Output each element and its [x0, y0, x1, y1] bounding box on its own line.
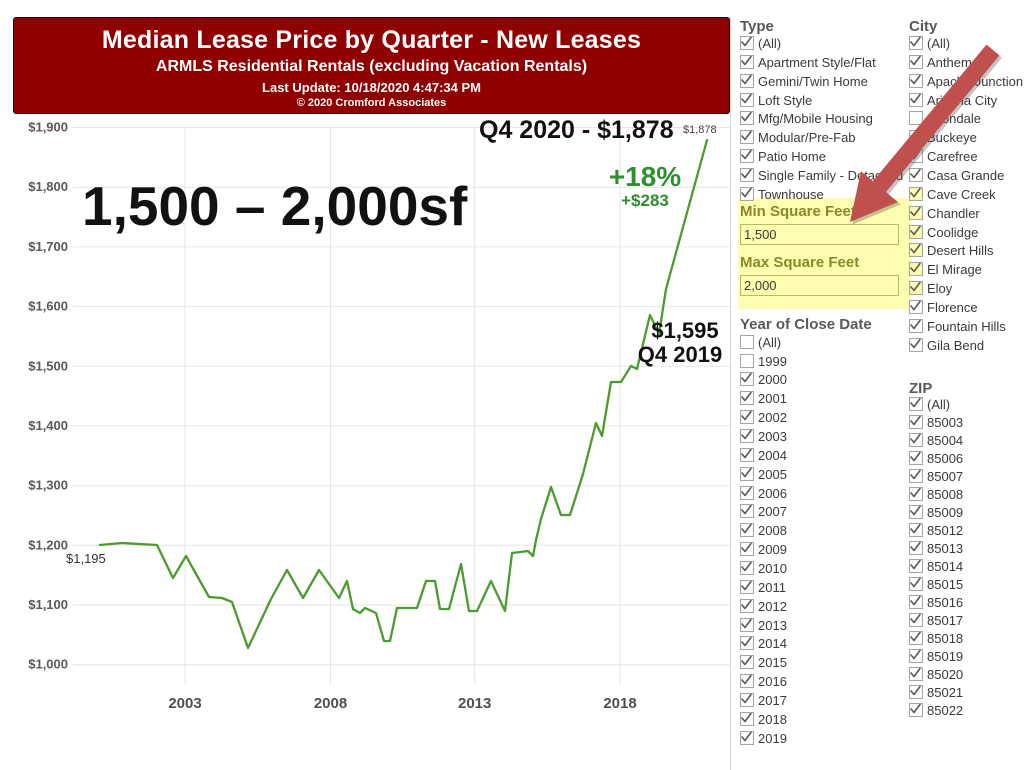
svg-text:$1,400: $1,400: [28, 418, 68, 433]
svg-text:$1,000: $1,000: [28, 657, 68, 672]
svg-text:2013: 2013: [458, 695, 491, 712]
svg-text:$1,500: $1,500: [28, 358, 68, 373]
svg-text:$1,800: $1,800: [28, 179, 68, 194]
svg-text:$1,300: $1,300: [28, 478, 68, 493]
svg-text:2008: 2008: [314, 695, 347, 712]
svg-text:2003: 2003: [168, 695, 201, 712]
svg-text:$1,700: $1,700: [28, 239, 68, 254]
svg-text:$1,900: $1,900: [28, 120, 68, 135]
svg-text:2018: 2018: [603, 695, 636, 712]
svg-text:$1,600: $1,600: [28, 299, 68, 314]
svg-text:$1,100: $1,100: [28, 597, 68, 612]
svg-text:$1,200: $1,200: [28, 537, 68, 552]
